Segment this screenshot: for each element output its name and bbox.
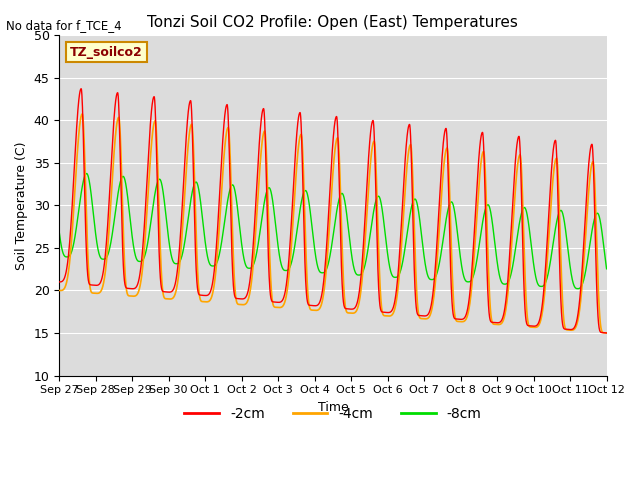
- Legend: -2cm, -4cm, -8cm: -2cm, -4cm, -8cm: [179, 401, 487, 426]
- Y-axis label: Soil Temperature (C): Soil Temperature (C): [15, 141, 28, 270]
- Text: No data for f_TCE_4: No data for f_TCE_4: [6, 19, 122, 32]
- X-axis label: Time: Time: [317, 401, 348, 414]
- Text: TZ_soilco2: TZ_soilco2: [70, 46, 143, 59]
- Title: Tonzi Soil CO2 Profile: Open (East) Temperatures: Tonzi Soil CO2 Profile: Open (East) Temp…: [147, 15, 518, 30]
